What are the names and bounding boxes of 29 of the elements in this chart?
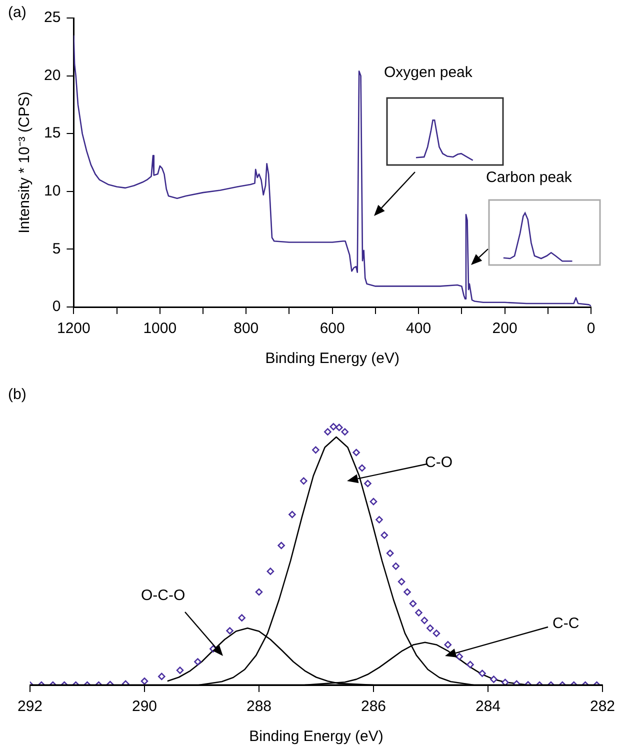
annotation: Oxygen peak [384,64,472,81]
x-tick-label: 292 [17,698,43,716]
y-tick-label: 15 [44,124,61,142]
x-tick-label: 800 [234,320,259,338]
y-tick-label: 25 [44,9,61,26]
x-tick-label: 200 [492,320,518,338]
y-tick-label: 10 [44,182,61,200]
annotation: C-O [425,454,452,470]
x-tick-label: 0 [586,320,596,338]
annotation: C-C [552,614,580,632]
x-tick-label: 284 [475,698,501,716]
annotation: O-C-O [141,586,186,604]
x-axis-title: Binding Energy (eV) [249,728,384,746]
x-axis-title: Binding Energy (eV) [265,350,400,368]
x-tick-label: 286 [360,698,386,716]
x-tick-label: 1200 [56,320,90,338]
chart-title: (a) [8,4,26,21]
x-tick-label: 1000 [143,320,177,338]
x-tick-label: 282 [590,698,615,716]
y-tick-label: 0 [52,298,61,316]
y-tick-label: 20 [44,66,61,84]
y-tick-label: 5 [52,240,61,258]
chart-title: (b) [8,386,26,403]
y-axis-title: Intensity * 10⁻³ (CPS) [16,92,34,234]
x-tick-label: 400 [406,320,432,338]
x-tick-label: 290 [132,698,158,716]
x-tick-label: 600 [320,320,345,338]
annotation: Carbon peak [486,169,572,186]
x-tick-label: 288 [246,698,272,716]
